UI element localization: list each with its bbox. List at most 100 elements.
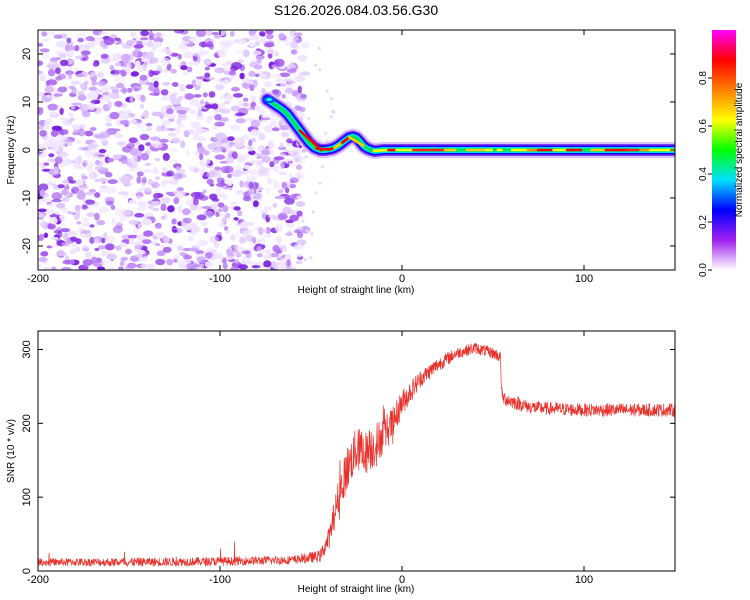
spectrogram-noise-blob: [106, 200, 114, 206]
spectrogram-noise-blob: [64, 44, 71, 52]
spectrogram-noise-blob: [173, 30, 185, 34]
spectrogram-noise-blob: [177, 96, 184, 101]
spectrogram-noise-blob: [70, 236, 78, 242]
spectrogram-noise-blob: [250, 205, 262, 209]
spectrogram-noise-blob: [128, 137, 138, 144]
spectrogram-noise-blob: [242, 102, 250, 107]
spectrogram-noise-blob: [90, 256, 98, 264]
spectrogram-noise-blob: [139, 74, 148, 81]
spectrogram-noise-blob: [154, 222, 162, 229]
spectrogram-noise-blob: [180, 65, 188, 71]
spectrogram-noise-blob: [224, 100, 231, 105]
spectrogram-noise-blob: [201, 206, 212, 209]
ridge-hot-segment: [326, 147, 334, 151]
spectrogram-noise-blob: [61, 266, 72, 270]
spectrogram-noise-blob: [195, 126, 204, 135]
spectrogram-noise-blob: [48, 115, 53, 123]
spectrogram-noise-blob: [105, 186, 117, 194]
spectrogram-x-label: Height of straight line (km): [298, 285, 415, 296]
spectrogram-noise-blob: [140, 263, 150, 269]
spectrogram-noise-blob: [256, 253, 263, 258]
spectrogram-noise-blob: [161, 167, 168, 173]
spectrogram-noise-blob: [137, 223, 143, 229]
x-tick-label: -100: [209, 574, 231, 586]
spectrogram-noise-blob: [87, 143, 98, 149]
spectrogram-noise-blob: [57, 151, 69, 158]
spectrogram-noise-blob: [146, 40, 154, 48]
spectrogram-noise-blob: [133, 87, 139, 92]
spectrogram-noise-blob: [128, 199, 137, 204]
spectrogram-noise-blob: [126, 39, 134, 47]
spectrogram-noise-blob: [151, 181, 160, 189]
spectrogram-noise-blob: [82, 159, 91, 164]
spectrogram-noise-blob: [286, 68, 297, 73]
spectrogram-noise-blob: [109, 93, 120, 99]
spectrogram-noise-blob: [54, 156, 63, 164]
spectrogram-noise-blob: [107, 179, 118, 185]
spectrogram-noise-blob: [177, 53, 182, 60]
spectrogram-noise-blob: [251, 265, 261, 269]
spectrogram-noise-blob: [265, 169, 270, 178]
spectrogram-noise-blob: [215, 211, 220, 218]
spectrogram-noise-blob: [237, 155, 246, 164]
spectrogram-noise-blob: [128, 219, 140, 225]
spectrogram-noise-blob: [86, 41, 96, 49]
spectrogram-noise-blob: [160, 89, 169, 96]
spectrogram-y-label: Frequency (Hz): [6, 116, 17, 185]
spectrogram-noise-blob: [262, 254, 272, 260]
spectrogram-noise-blob: [81, 233, 87, 238]
spectrogram-noise-blob: [235, 117, 246, 124]
spectrogram-noise-blob: [196, 214, 207, 221]
spectrogram-noise-blob: [133, 44, 144, 49]
spectrogram-noise-blob: [97, 80, 107, 87]
spectrogram-noise-blob: [38, 183, 49, 191]
spectrogram-noise-blob: [271, 127, 280, 132]
spectrogram-noise-blob: [224, 212, 231, 219]
spectrogram-noise-blob: [42, 141, 49, 149]
spectrogram-noise-blob: [188, 61, 199, 65]
spectrogram-noise-blob: [232, 93, 244, 98]
spectrogram-noise-blob: [178, 43, 185, 50]
spectrogram-noise-blob: [221, 142, 229, 148]
spectrogram-noise-blob: [74, 204, 81, 212]
spectrogram-noise-blob: [190, 121, 201, 129]
spectrogram-noise-blob: [71, 186, 79, 194]
spectrogram-noise-blob: [258, 146, 264, 152]
spectrogram-noise-blob: [139, 133, 150, 141]
spectrogram-noise-blob: [197, 239, 208, 246]
spectrogram-noise-blob: [134, 254, 143, 258]
spectrogram-noise-blob: [68, 112, 74, 118]
spectrogram-noise-blob: [188, 128, 194, 134]
spectrogram-noise-blob: [294, 157, 300, 163]
spectrogram-noise-blob: [296, 210, 303, 217]
spectrogram-noise-blob: [43, 162, 50, 166]
spectrogram-noise-blob: [136, 176, 142, 184]
spectrogram-noise-blob: [190, 99, 195, 104]
spectrogram-noise-blob: [259, 237, 266, 245]
spectrogram-noise-blob: [263, 124, 274, 133]
spectrogram-noise-blob: [161, 96, 167, 101]
spectrogram-noise-blob: [198, 166, 207, 174]
spectrogram-noise-blob: [77, 227, 84, 233]
spectrogram-noise-blob: [286, 140, 294, 144]
spectrogram-noise-blob: [267, 48, 274, 54]
spectrogram-noise-blob: [147, 178, 153, 185]
spectrogram-noise-blob: [213, 147, 225, 151]
spectrogram-noise-blob: [179, 252, 186, 256]
spectrogram-noise-blob: [188, 212, 193, 217]
spectrogram-noise-blob: [75, 246, 81, 252]
spectrogram-noise-blob: [273, 181, 281, 189]
spectrogram-noise-blob: [97, 245, 107, 250]
spectrogram-noise-blob: [248, 181, 254, 190]
spectrogram-noise-blob: [217, 50, 227, 58]
spectrogram-noise-blob: [89, 127, 97, 131]
spectrogram-noise-blob: [166, 50, 173, 56]
spectrogram-noise-blob: [134, 212, 145, 218]
spectrogram-noise-blob: [75, 179, 84, 187]
spectrogram-noise-blob: [150, 200, 161, 206]
spectrogram-noise-blob: [274, 156, 285, 161]
spectrogram-noise-blob: [176, 165, 181, 171]
spectrogram-noise-blob: [94, 237, 99, 244]
spectrogram-noise-blob: [329, 115, 333, 119]
spectrogram-noise-blob: [231, 86, 240, 92]
